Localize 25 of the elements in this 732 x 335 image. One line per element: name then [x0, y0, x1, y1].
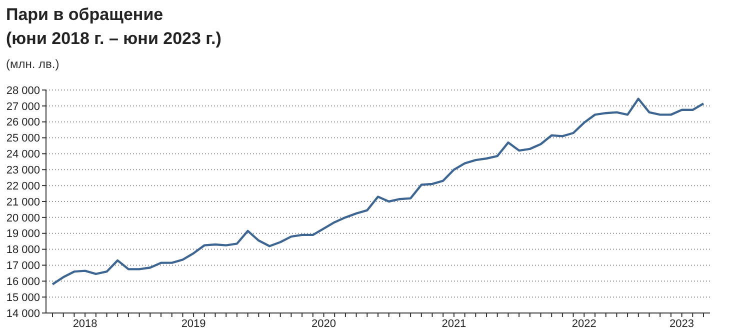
- chart-title: Пари в обращение: [6, 5, 164, 24]
- y-tick-label: 25 000: [6, 132, 40, 145]
- y-tick-label: 27 000: [6, 100, 40, 113]
- y-tick-label: 26 000: [6, 116, 40, 129]
- x-tick-label: 2020: [312, 318, 336, 330]
- y-tick-label: 22 000: [6, 180, 40, 192]
- chart-subtitle: (юни 2018 г. – юни 2023 г.): [6, 29, 222, 48]
- line-series: [51, 98, 705, 286]
- x-tick-label: 2022: [572, 318, 596, 330]
- y-tick-label: 16 000: [6, 276, 40, 288]
- y-tick-label: 20 000: [6, 212, 40, 224]
- y-tick-label: 23 000: [6, 164, 40, 176]
- y-tick-label: 15 000: [6, 292, 40, 304]
- y-tick-label: 28 000: [6, 84, 40, 97]
- x-tick-label: 2018: [72, 318, 98, 330]
- y-tick-label: 24 000: [6, 148, 40, 161]
- x-tick-label: 2023: [670, 318, 694, 330]
- y-axis-title: (млн. лв.): [6, 57, 60, 71]
- x-tick-label: 2021: [442, 318, 466, 330]
- y-tick-label: 21 000: [6, 196, 40, 208]
- y-tick-label: 17 000: [6, 260, 40, 272]
- x-tick-label: 2019: [181, 318, 206, 330]
- y-tick-label: 14 000: [6, 308, 40, 320]
- y-tick-label: 18 000: [6, 244, 40, 256]
- y-tick-label: 19 000: [6, 228, 40, 240]
